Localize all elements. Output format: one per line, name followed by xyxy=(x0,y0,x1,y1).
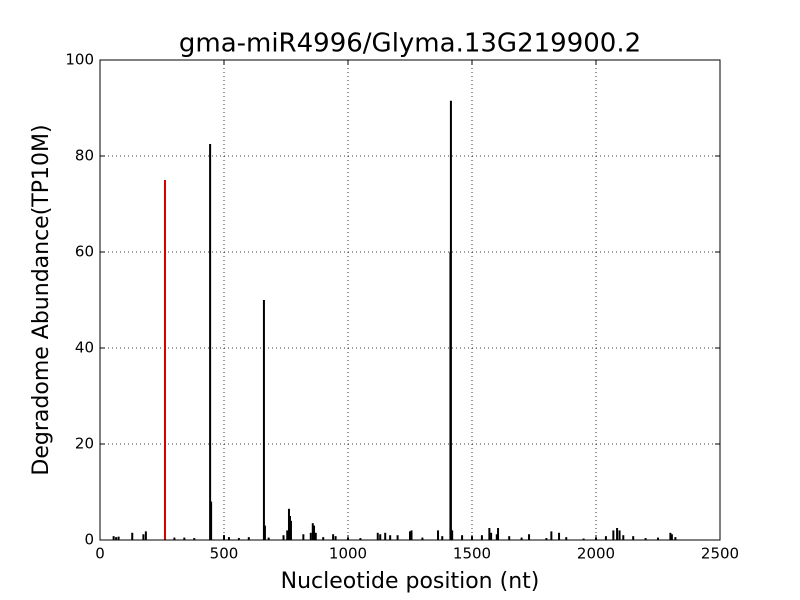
x-tick-label: 1500 xyxy=(453,545,491,563)
y-tick-label: 60 xyxy=(75,243,94,261)
x-axis-label: Nucleotide position (nt) xyxy=(281,569,540,594)
y-tick-label: 40 xyxy=(75,339,94,357)
x-tick-label: 500 xyxy=(210,545,239,563)
x-tick-label: 1000 xyxy=(329,545,367,563)
y-tick-label: 0 xyxy=(84,531,94,549)
y-axis-label: Degradome Abundance(TP10M) xyxy=(29,124,54,475)
y-tick-label: 80 xyxy=(75,147,94,165)
plot-frame xyxy=(99,59,721,541)
y-tick-label: 20 xyxy=(75,435,94,453)
x-tick-label: 0 xyxy=(95,545,105,563)
x-tick-label: 2500 xyxy=(701,545,739,563)
chart-title: gma-miR4996/Glyma.13G219900.2 xyxy=(179,29,641,59)
x-tick-label: 2000 xyxy=(577,545,615,563)
y-tick-label: 100 xyxy=(65,51,94,69)
